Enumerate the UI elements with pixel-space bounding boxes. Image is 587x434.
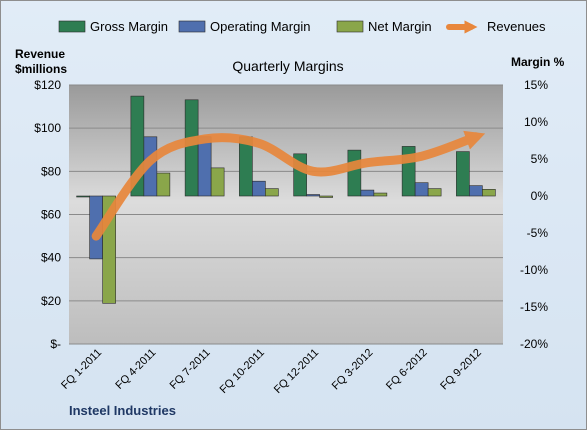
left-tick-label: $60	[41, 208, 61, 222]
bar-operating-margin	[252, 180, 266, 197]
left-axis-label-line-2: $millions	[15, 62, 67, 76]
legend-item-net-margin: Net Margin	[336, 19, 432, 34]
right-tick-label: 10%	[524, 115, 548, 129]
right-tick-label: -15%	[520, 300, 548, 314]
legend-swatch	[336, 20, 364, 33]
bar-operating-margin	[414, 182, 429, 197]
bar-net-margin	[210, 167, 225, 197]
right-tick-label: -20%	[520, 337, 548, 351]
right-axis-label: Margin %	[511, 55, 565, 69]
bar-net-margin	[156, 172, 171, 197]
legend: Gross Margin Operating Margin Net Margin Re…	[58, 19, 546, 34]
legend-swatch	[178, 20, 206, 33]
right-tick-label: -10%	[520, 263, 548, 277]
bar-operating-margin	[306, 194, 320, 197]
right-tick-label: 5%	[531, 152, 549, 166]
bar-operating-margin	[197, 136, 212, 197]
left-tick-label: $40	[41, 251, 61, 265]
revenue-line-path	[91, 130, 486, 241]
bar-gross-margin	[456, 151, 470, 197]
bar-operating-margin	[469, 185, 483, 197]
left-tick-label: $80	[41, 164, 61, 178]
bar-net-margin	[265, 188, 279, 197]
x-tick-label: FQ 1-2011	[59, 347, 104, 392]
left-tick-label: $20	[41, 294, 61, 308]
x-tick-label: FQ 6-2012	[384, 347, 430, 393]
bar-gross-margin	[184, 99, 199, 197]
x-tick-label: FQ 4-2011	[113, 347, 158, 392]
right-tick-label: 0%	[531, 189, 549, 203]
bar-net-margin	[373, 192, 388, 197]
bar-gross-margin	[347, 149, 362, 197]
revenue-line	[91, 130, 486, 241]
x-tick-label: FQ 7-2011	[168, 347, 213, 392]
legend-swatch	[58, 20, 86, 33]
legend-label: Net Margin	[368, 19, 432, 34]
x-tick-label: FQ 10-2011	[218, 347, 267, 396]
left-axis-label-line-1: Revenue	[15, 47, 65, 61]
left-tick-label: $100	[34, 121, 61, 135]
legend-item-operating-margin: Operating Margin	[178, 19, 310, 34]
chart-title: Quarterly Margins	[232, 58, 343, 74]
bar-gross-margin	[76, 195, 90, 198]
gridlines	[69, 84, 503, 345]
x-tick-label: FQ 3-2012	[330, 347, 376, 393]
right-tick-label: 15%	[524, 78, 548, 92]
x-tick-label: FQ 9-2012	[438, 347, 484, 393]
right-axis-ticks: -20% -15% -10% -5% 0% 5% 10% 15%	[520, 78, 548, 351]
left-axis-ticks: $- $20 $40 $60 $80 $100 $120	[34, 78, 61, 351]
footer-label: Insteel Industries	[69, 403, 176, 418]
legend-label: Gross Margin	[90, 19, 168, 34]
legend-label: Revenues	[487, 19, 546, 34]
left-tick-label: $120	[34, 78, 61, 92]
legend-item-gross-margin: Gross Margin	[58, 19, 168, 34]
x-axis-ticks: FQ 1-2011 FQ 4-2011 FQ 7-2011 FQ 10-2011 FQ …	[59, 347, 484, 396]
legend-item-revenues: Revenues	[446, 19, 546, 34]
left-tick-label: $-	[50, 337, 61, 351]
bar-net-margin	[482, 189, 496, 197]
x-tick-label: FQ 12-2011	[272, 347, 321, 396]
bar-operating-margin	[360, 189, 375, 197]
legend-label: Operating Margin	[210, 19, 310, 34]
bar-net-margin	[319, 195, 333, 198]
right-tick-label: -5%	[527, 226, 549, 240]
bar-gross-margin	[239, 136, 253, 197]
left-axis-label: Revenue $millions	[15, 47, 68, 76]
bar-net-margin	[427, 188, 442, 197]
